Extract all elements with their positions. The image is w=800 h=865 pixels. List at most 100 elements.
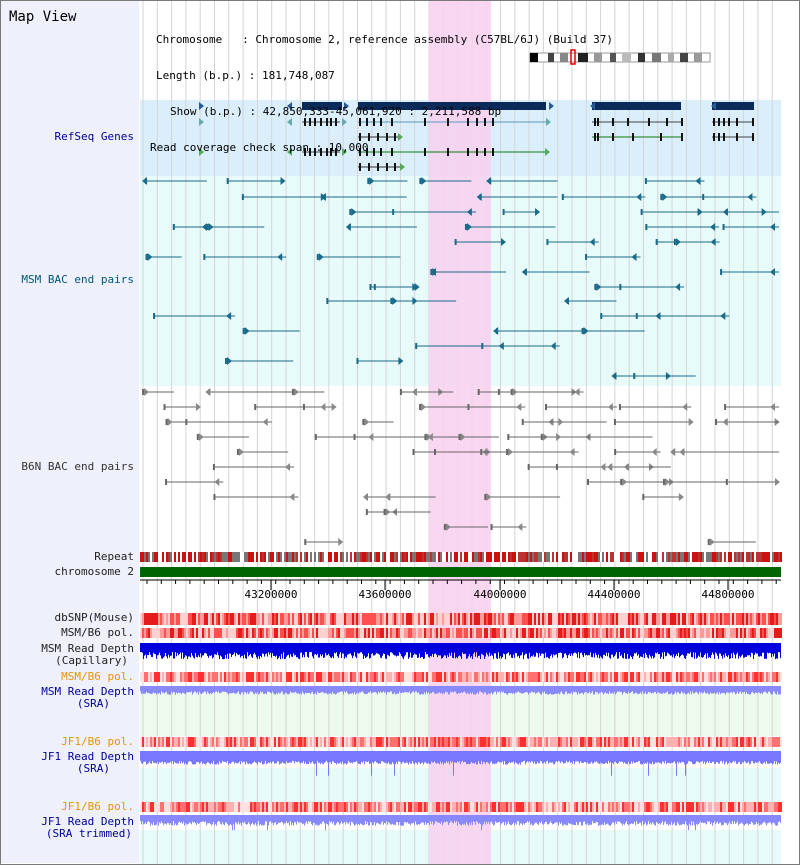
msm-b6-pol-strip [204,628,206,638]
msm-depth-capillary-bar [277,643,278,660]
msm-depth-sra-bar [313,686,314,695]
repeat-segment [606,552,608,562]
gene-exon [447,118,449,126]
dbsnp-strip [754,613,756,625]
msm-b6-pol-sra-strip [598,672,600,682]
msm-b6-pol-sra-strip [600,672,602,682]
msm-b6-pol-sra-strip [542,672,544,682]
msm-b6-pol-strip [296,628,298,638]
jf1-depth-sra-bar [678,751,679,764]
jf1-depth-sra-bar [377,751,378,763]
jf1-depth-trim-bar [689,815,690,824]
msm-b6-pol-strip [380,628,382,638]
jf1-b6-pol-trim-strip [430,802,432,812]
msm-b6-pol-sra-strip [512,672,514,682]
jf1-depth-sra-bar [297,751,298,763]
msm-bac-end [502,209,505,215]
jf1-depth-trim-bar [397,815,398,822]
msm-depth-sra-bar [199,686,200,692]
jf1-depth-sra-bar [601,751,602,764]
msm-depth-sra-bar [373,686,374,693]
jf1-b6-pol-trim-strip [348,802,350,812]
msm-depth-sra-bar [436,686,437,694]
jf1-depth-sra-bar [227,751,228,761]
msm-depth-capillary-bar [685,643,686,659]
msm-depth-capillary-bar [371,643,372,655]
jf1-depth-sra-bar [398,751,399,762]
jf1-b6-pol-trim-strip [324,802,326,812]
dbsnp-strip [552,613,554,625]
msm-b6-pol-strip [512,628,514,638]
jf1-depth-trim-bar [236,815,237,824]
jf1-b6-pol-strip [340,737,342,747]
jf1-depth-trim-bar [296,815,297,825]
msm-depth-sra-bar [149,686,150,694]
repeat-segment [278,552,280,562]
jf1-depth-sra-bar [656,751,657,763]
msm-b6-pol-sra-strip [308,672,310,682]
jf1-depth-trim-bar [715,815,716,825]
msm-b6-pol-strip [252,628,254,638]
jf1-b6-pol-trim-strip [606,802,608,812]
jf1-depth-trim-bar [487,815,488,824]
msm-depth-capillary-bar [430,643,431,656]
jf1-depth-trim-bar [149,815,150,823]
jf1-depth-sra-bar [507,751,508,765]
jf1-b6-pol-trim-strip [246,802,248,812]
jf1-b6-pol-trim-strip [602,802,604,812]
msm-bac-arrow [596,283,602,291]
msm-depth-sra-bar [289,686,290,694]
msm-depth-capillary-bar [192,643,193,656]
dbsnp-strip [276,613,278,625]
msm-bac-end [226,178,229,184]
msm-depth-sra-bar [330,686,331,694]
jf1-b6-pol-trim-strip [338,802,340,812]
jf1-depth-sra-bar [648,751,649,776]
jf1-b6-pol-strip [170,737,172,747]
msm-depth-capillary-bar [403,643,404,660]
jf1-depth-sra-bar [766,751,767,762]
msm-depth-sra-bar [443,686,444,693]
repeat-segment [588,552,590,562]
jf1-depth-trim-bar [606,815,607,825]
msm-depth-capillary-bar [663,643,664,660]
msm-b6-pol-sra-strip [670,672,672,682]
jf1-depth-trim-bar [557,815,558,823]
msm-depth-sra-bar [413,686,414,692]
dbsnp-strip [176,613,178,625]
msm-depth-sra-bar [653,686,654,694]
msm-depth-capillary-bar [660,643,661,659]
jf1-depth-sra-bar [354,751,355,763]
msm-depth-sra-bar [277,686,278,695]
jf1-depth-sra-bar [161,751,162,762]
repeat-segment [176,552,178,562]
msm-b6-pol-sra-strip [764,672,766,682]
jf1-b6-pol-trim-strip [226,802,228,812]
jf1-depth-sra-bar [745,751,746,763]
msm-b6-pol-sra-strip [146,672,148,682]
msm-depth-sra-bar [229,686,230,694]
msm-depth-sra-bar [652,686,653,693]
msm-b6-pol-sra-strip [196,672,198,682]
b6n-bac-end [521,419,524,425]
msm-depth-sra-bar [446,686,447,692]
msm-depth-sra-bar [142,686,143,694]
msm-b6-pol-strip [318,628,320,638]
msm-depth-sra-bar [311,686,312,693]
jf1-depth-trim-bar [529,815,530,822]
jf1-b6-pol-trim-strip [532,802,534,812]
msm-depth-sra-bar [689,686,690,695]
msm-depth-sra-bar [728,686,729,693]
msm-depth-sra-bar [291,686,292,693]
dbsnp-strip [410,613,412,625]
jf1-depth-trim-bar [148,815,149,822]
msm-depth-sra-bar [388,686,389,693]
jf1-b6-pol-trim-strip [368,802,370,812]
msm-depth-sra-bar [509,686,510,694]
jf1-depth-trim-bar [655,815,656,826]
msm-depth-capillary-bar [609,643,610,658]
dbsnp-strip [544,613,546,625]
jf1-b6-pol-trim-strip [672,802,674,812]
msm-b6-pol-sra-strip [628,672,630,682]
